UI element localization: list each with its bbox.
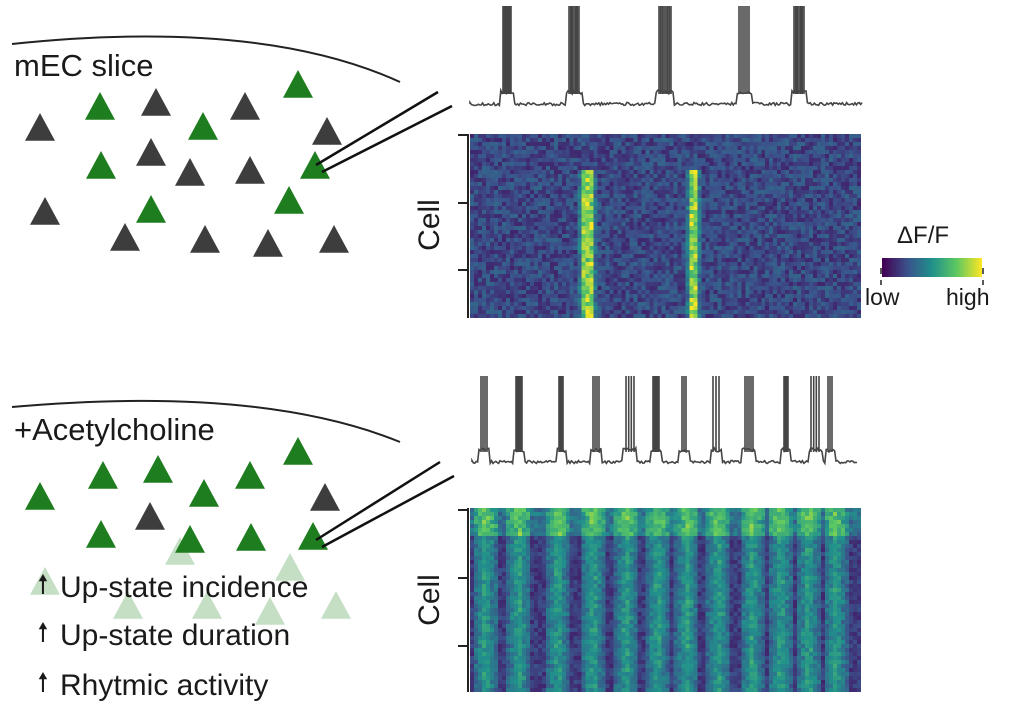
inactive-neuron <box>141 88 171 116</box>
colorbar-title: ΔF/F <box>897 222 950 249</box>
inactive-neuron <box>136 138 166 166</box>
heatmap-axis-bottom <box>458 508 469 692</box>
active-neuron <box>25 482 55 510</box>
colorbar-frame <box>880 268 984 285</box>
heatmap-y-label-bottom: Cell <box>413 574 446 626</box>
active-neuron <box>236 523 266 551</box>
effect-item: 🠕 Up-state duration <box>30 614 290 658</box>
inactive-neuron <box>25 113 55 141</box>
inactive-neuron <box>230 92 260 120</box>
active-neuron <box>298 522 328 550</box>
active-neuron <box>188 112 218 140</box>
heatmap-y-label-top: Cell <box>413 199 446 251</box>
up-arrow-icon: 🠕 <box>37 569 49 599</box>
faded-neuron <box>321 591 351 619</box>
active-neuron <box>283 70 313 98</box>
inactive-neuron <box>310 483 340 511</box>
calcium-heatmap-top <box>470 134 861 318</box>
effect-item: 🠕 Rhytmic activity <box>30 664 268 708</box>
electrode-bottom <box>315 460 455 549</box>
effect-label: Rhytmic activity <box>60 669 269 702</box>
active-neuron <box>189 479 219 507</box>
active-neuron <box>300 151 330 179</box>
inactive-neuron <box>175 158 205 186</box>
inactive-neuron <box>30 197 60 225</box>
calcium-heatmap-bottom <box>470 508 861 692</box>
active-neuron <box>235 461 265 489</box>
faded-neuron <box>113 591 143 619</box>
membrane-trace-top <box>469 6 863 108</box>
colorbar-high-label: high <box>946 284 990 310</box>
faded-neuron <box>255 597 285 625</box>
effect-label: Up-state duration <box>60 619 291 652</box>
heatmap-axis-top <box>458 134 469 318</box>
inactive-neuron <box>110 223 140 251</box>
inactive-neuron <box>319 225 349 253</box>
inactive-neuron <box>235 156 265 184</box>
membrane-trace-bottom <box>471 376 858 466</box>
inactive-neuron <box>253 229 283 257</box>
panel-title-top: mEC slice <box>14 48 154 83</box>
active-neuron <box>283 437 313 465</box>
slice-outline-top <box>11 35 401 83</box>
active-neuron <box>136 195 166 223</box>
slice-outline-bottom <box>11 399 401 443</box>
inactive-neuron <box>312 117 342 145</box>
faded-neuron <box>30 567 60 595</box>
active-neuron <box>143 455 173 483</box>
effect-label: Up-state incidence <box>60 571 309 604</box>
up-arrow-icon: 🠕 <box>37 667 49 697</box>
colorbar-gradient <box>882 258 982 277</box>
inactive-neuron <box>135 502 165 530</box>
neuron-group-top <box>25 70 349 257</box>
active-neuron <box>85 92 115 120</box>
faded-neuron <box>192 591 222 619</box>
effect-item: 🠕 Up-state incidence <box>30 566 308 610</box>
neuron-group-bottom <box>25 437 351 625</box>
active-neuron <box>274 186 304 214</box>
inactive-neuron <box>190 225 220 253</box>
colorbar-low-label: low <box>865 284 900 310</box>
electrode-top <box>315 90 453 174</box>
active-neuron <box>175 525 205 553</box>
panel-title-bottom: +Acetylcholine <box>14 412 215 447</box>
active-neuron <box>88 461 118 489</box>
active-neuron <box>86 151 116 179</box>
active-neuron <box>86 520 116 548</box>
up-arrow-icon: 🠕 <box>37 617 49 647</box>
faded-neuron <box>275 553 305 581</box>
